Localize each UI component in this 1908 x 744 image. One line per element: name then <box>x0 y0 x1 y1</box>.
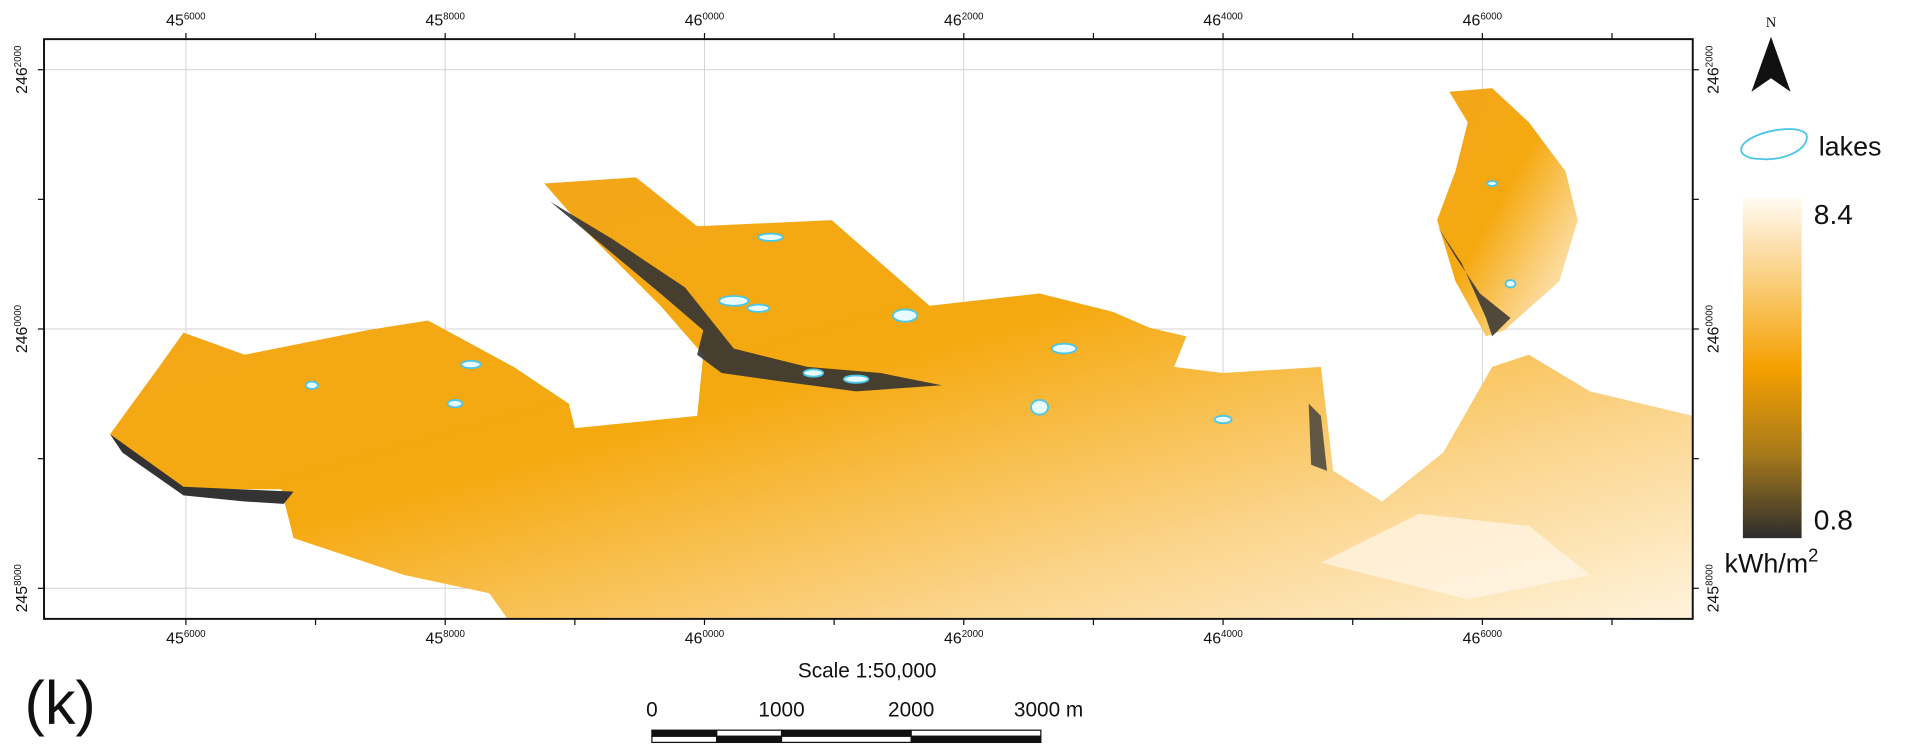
scalebar <box>651 729 1042 744</box>
north-label: N <box>1766 15 1777 31</box>
terrain <box>110 88 1693 619</box>
panel-label: (k) <box>24 669 95 737</box>
north-arrow <box>1751 36 1791 92</box>
y-coordinate-label: 2458000 <box>13 564 31 613</box>
coordinate-labels: 456000 456000 458000 458000 460000 460000 4620… <box>13 12 1723 648</box>
x-coordinate-label: 456000 <box>166 629 206 647</box>
y-coordinate-label: 2462000 <box>1704 45 1722 94</box>
y-coordinate-label: 2462000 <box>13 45 31 94</box>
y-coordinate-label: 2460000 <box>1704 304 1722 353</box>
colorbar <box>1742 198 1802 539</box>
scalebar-label: 0 <box>646 699 658 722</box>
x-coordinate-label: 462000 <box>944 629 984 647</box>
x-coordinate-label: 464000 <box>1203 12 1243 30</box>
x-coordinate-label: 466000 <box>1463 629 1503 647</box>
x-coordinate-label: 458000 <box>425 12 465 30</box>
colorbar-max: 8.4 <box>1814 199 1853 230</box>
y-coordinate-label: 2458000 <box>1704 564 1722 613</box>
x-coordinate-label: 464000 <box>1203 629 1243 647</box>
scalebar-label: 1000 <box>758 699 804 722</box>
x-coordinate-label: 458000 <box>425 629 465 647</box>
colorbar-unit: kWh/m2 <box>1725 544 1819 578</box>
x-coordinate-label: 462000 <box>944 12 984 30</box>
x-coordinate-label: 456000 <box>166 12 206 30</box>
tick-marks <box>37 33 1699 625</box>
y-coordinate-label: 2460000 <box>13 304 31 353</box>
lakes <box>304 180 1517 425</box>
colorbar-min: 0.8 <box>1814 505 1853 536</box>
x-coordinate-label: 460000 <box>685 12 725 30</box>
lakes-legend-label: lakes <box>1819 131 1882 161</box>
lakes-legend-icon <box>1740 128 1808 161</box>
x-coordinate-label: 466000 <box>1463 12 1503 30</box>
x-coordinate-label: 460000 <box>685 629 725 647</box>
scalebar-label: 2000 <box>888 699 934 722</box>
scalebar-label: 3000 m <box>1014 699 1083 722</box>
scale-title: Scale 1:50,000 <box>798 660 937 683</box>
